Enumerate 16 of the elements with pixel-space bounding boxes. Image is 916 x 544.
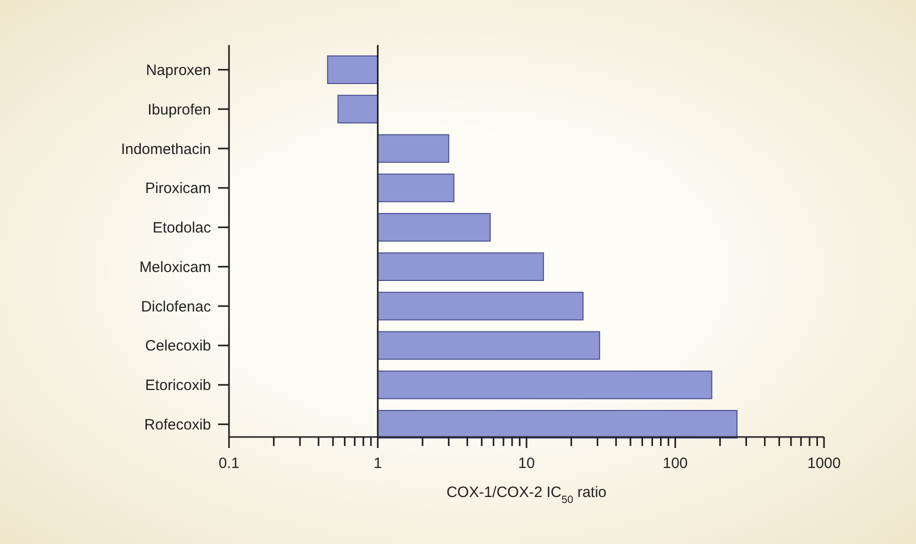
- y-tick-label: Naproxen: [146, 62, 211, 79]
- y-tick-label: Indomethacin: [120, 140, 211, 158]
- x-tick-label: 100: [662, 455, 688, 472]
- x-axis-title: COX-1/COX-2 IC$_{50}$ ratio: [446, 484, 607, 506]
- y-tick-label: Rofecoxib: [144, 416, 211, 434]
- y-tick-label: Piroxicam: [145, 180, 211, 198]
- y-tick-label: Diclofenac: [140, 298, 212, 316]
- x-tick-label: 1000: [807, 455, 841, 472]
- y-tick-label: Ibuprofen: [148, 101, 211, 118]
- y-tick-label: Meloxicam: [139, 258, 211, 276]
- y-tick-label: Etodolac: [152, 220, 212, 237]
- x-tick-label: 0.1: [218, 455, 240, 472]
- y-tick-label: Etoricoxib: [145, 377, 211, 394]
- x-tick-label: 1: [374, 455, 382, 472]
- x-tick-label: 10: [518, 455, 535, 472]
- y-tick-label: Celecoxib: [145, 338, 211, 355]
